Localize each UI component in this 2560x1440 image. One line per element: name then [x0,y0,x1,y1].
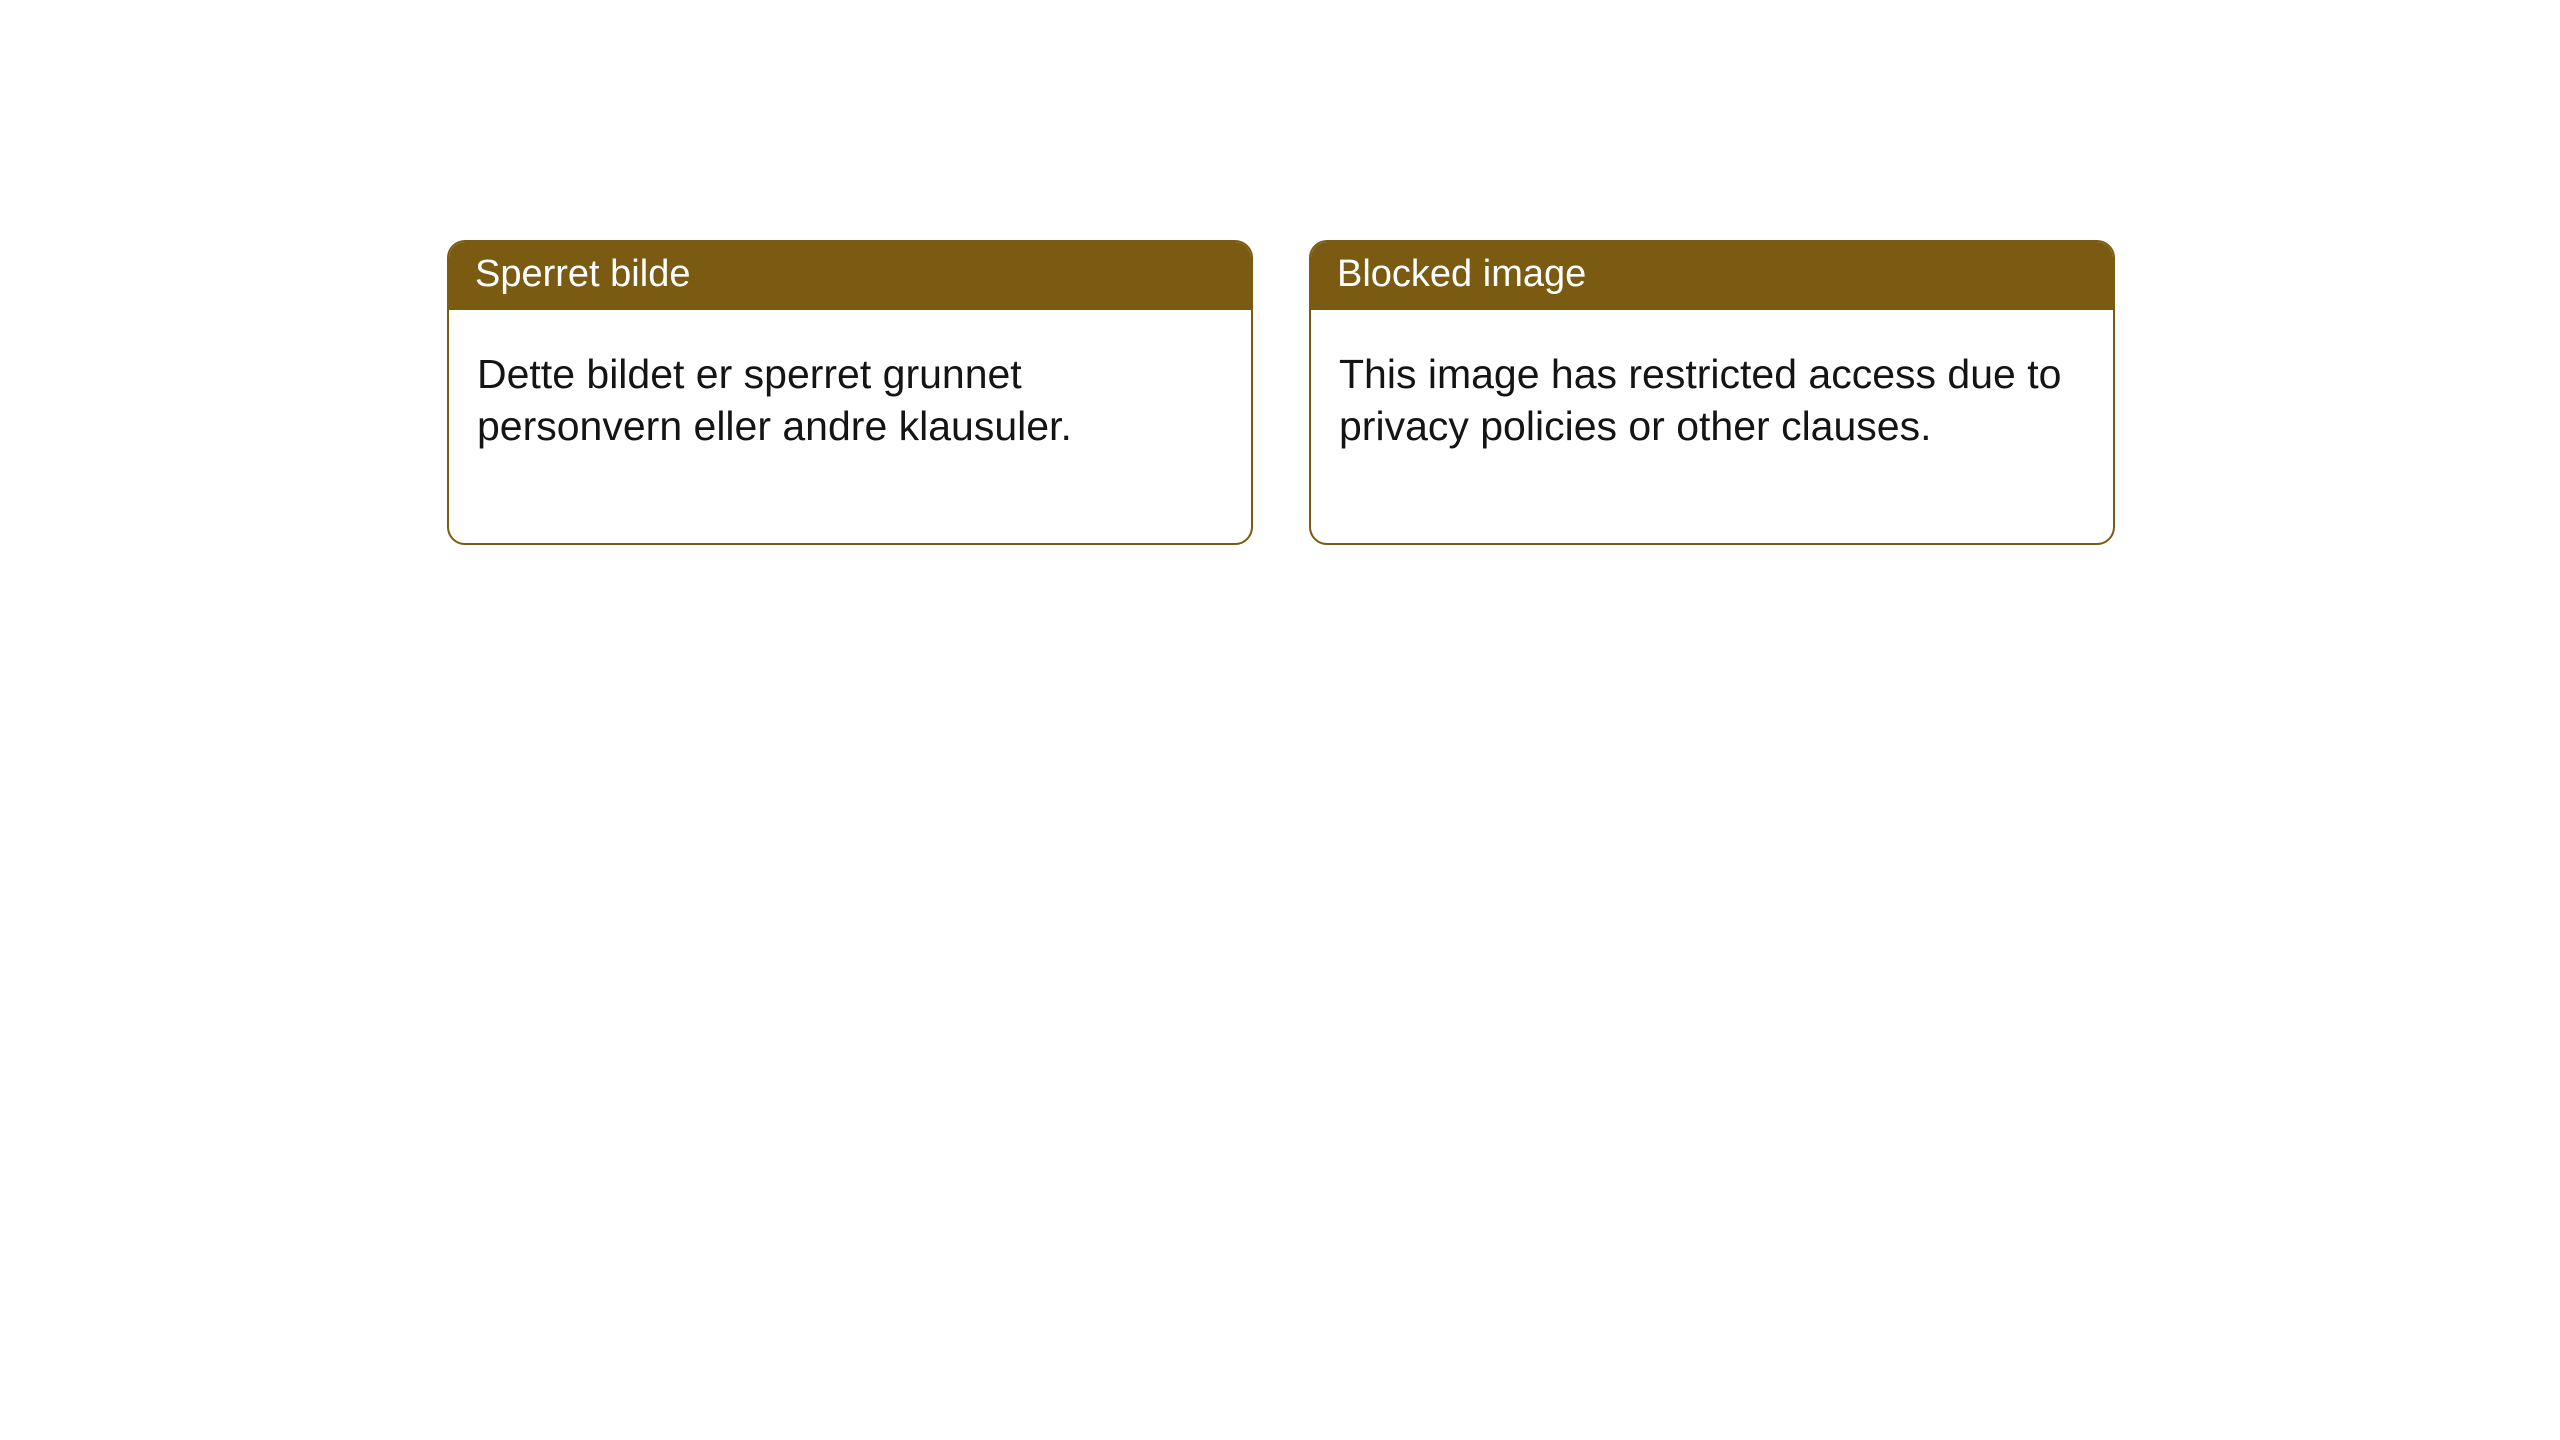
notice-header-english: Blocked image [1311,242,2113,310]
notice-container: Sperret bilde Dette bildet er sperret gr… [0,0,2560,545]
notice-body-norwegian: Dette bildet er sperret grunnet personve… [449,310,1251,543]
notice-header-norwegian: Sperret bilde [449,242,1251,310]
notice-card-norwegian: Sperret bilde Dette bildet er sperret gr… [447,240,1253,545]
notice-card-english: Blocked image This image has restricted … [1309,240,2115,545]
notice-body-english: This image has restricted access due to … [1311,310,2113,543]
